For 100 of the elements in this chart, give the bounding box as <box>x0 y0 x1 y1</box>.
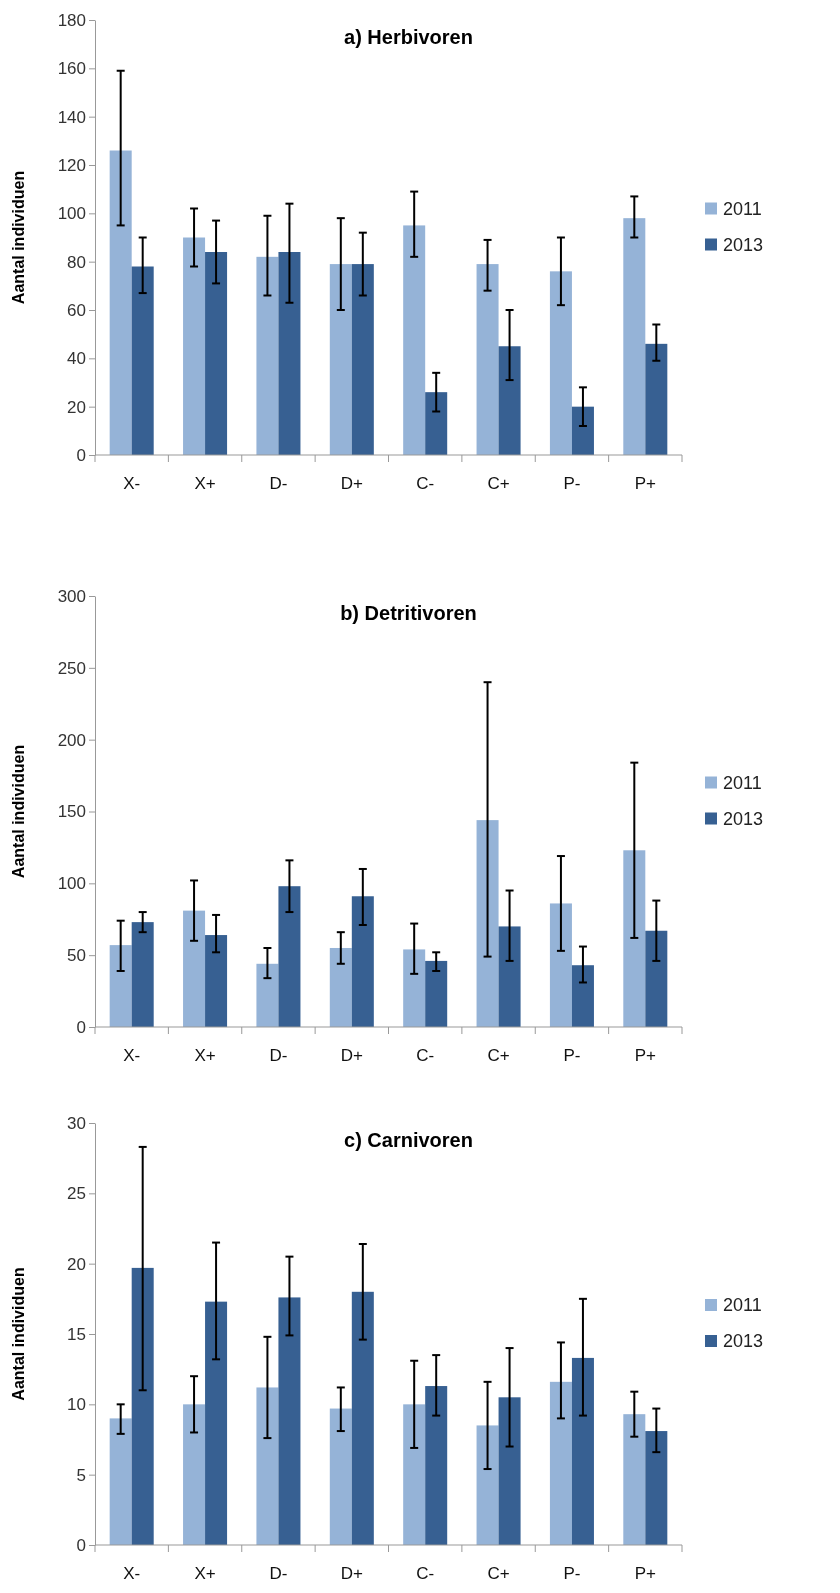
x-tick-label: P- <box>563 474 581 493</box>
y-tick-label: 50 <box>67 946 86 966</box>
x-tick-label: X- <box>123 474 141 493</box>
y-tick-label: 250 <box>57 658 86 678</box>
bar <box>403 949 426 1027</box>
bar <box>623 218 646 455</box>
bar <box>183 1404 206 1545</box>
x-tick-label: P+ <box>634 1564 657 1583</box>
bar <box>476 1425 499 1545</box>
y-tick-label: 80 <box>67 252 86 272</box>
y-tick-label: 140 <box>57 107 86 127</box>
x-tick-label: C- <box>416 474 435 493</box>
bar <box>131 266 154 455</box>
bar <box>131 922 154 1027</box>
y-tick-label: 120 <box>57 155 86 175</box>
bar <box>109 945 132 1027</box>
x-tick-label: X- <box>123 1564 141 1583</box>
y-tick-label: 30 <box>67 1113 86 1133</box>
x-tick-label: D+ <box>340 1564 363 1583</box>
legend-label: 2013 <box>723 234 764 255</box>
bar <box>183 910 206 1027</box>
bar <box>109 1418 132 1545</box>
bar <box>351 264 374 455</box>
y-tick-label: 0 <box>76 445 86 465</box>
bar <box>329 1408 352 1545</box>
x-tick-label: D- <box>269 1046 288 1065</box>
y-tick-label: 100 <box>57 874 86 894</box>
chart-title: b) Detritivoren <box>340 602 477 624</box>
y-tick-label: 20 <box>67 1254 86 1274</box>
x-tick-label: X+ <box>194 1564 216 1583</box>
x-tick-label: P+ <box>634 1046 657 1065</box>
y-tick-label: 25 <box>67 1184 86 1204</box>
y-tick-label: 200 <box>57 730 86 750</box>
y-tick-label: 60 <box>67 300 86 320</box>
x-tick-label: D- <box>269 1564 288 1583</box>
bar <box>205 252 228 455</box>
y-tick-label: 20 <box>67 397 86 417</box>
x-tick-label: X+ <box>194 1046 216 1065</box>
legend-label: 2011 <box>723 772 762 793</box>
legend-label: 2013 <box>723 1331 764 1351</box>
y-tick-label: 0 <box>76 1535 86 1555</box>
bar <box>623 1414 646 1545</box>
x-tick-label: X- <box>123 1046 141 1065</box>
bar <box>278 886 301 1027</box>
x-tick-label: C+ <box>487 474 510 493</box>
bar <box>109 150 132 455</box>
y-tick-label: 15 <box>67 1324 86 1344</box>
bar <box>183 237 206 455</box>
y-axis-title: Aantal individuen <box>10 1267 27 1401</box>
y-tick-label: 40 <box>67 349 86 369</box>
y-axis-title: Aantal individuen <box>10 744 27 879</box>
bar <box>645 1431 668 1545</box>
bar <box>351 896 374 1027</box>
y-tick-label: 5 <box>76 1465 86 1485</box>
bar <box>425 960 448 1027</box>
bar <box>425 1386 448 1545</box>
bar <box>278 1297 301 1545</box>
y-tick-label: 180 <box>57 10 86 30</box>
chart-title: a) Herbivoren <box>344 26 473 48</box>
legend-label: 2013 <box>723 808 764 829</box>
y-tick-label: 0 <box>76 1017 86 1037</box>
bar <box>403 225 426 455</box>
x-tick-label: P+ <box>634 474 657 493</box>
bar <box>549 903 572 1027</box>
y-tick-label: 300 <box>57 586 86 606</box>
legend-label: 2011 <box>723 1295 762 1315</box>
x-tick-label: D+ <box>340 474 363 493</box>
bar <box>329 264 352 455</box>
y-axis-title: Aantal individuen <box>10 170 27 305</box>
x-tick-label: C- <box>416 1046 435 1065</box>
bar <box>623 850 646 1027</box>
x-tick-label: C+ <box>487 1046 510 1065</box>
y-tick-label: 10 <box>67 1395 86 1415</box>
bar <box>571 965 594 1027</box>
bar <box>549 1381 572 1545</box>
bar <box>498 926 521 1027</box>
bar <box>645 930 668 1027</box>
x-tick-label: P- <box>563 1046 581 1065</box>
bar <box>498 346 521 455</box>
x-tick-label: X+ <box>194 474 216 493</box>
bar <box>256 256 279 455</box>
bar <box>476 264 499 455</box>
bar <box>205 1301 228 1545</box>
bar <box>549 271 572 455</box>
x-tick-label: P- <box>563 1564 581 1583</box>
bar <box>351 1291 374 1545</box>
legend-label: 2011 <box>723 198 762 219</box>
bar <box>645 343 668 455</box>
bar <box>256 1387 279 1545</box>
bar <box>205 935 228 1027</box>
x-tick-label: C+ <box>487 1564 510 1583</box>
bar <box>278 252 301 455</box>
chart-title: c) Carnivoren <box>344 1129 473 1151</box>
x-tick-label: D- <box>269 474 288 493</box>
bar <box>256 963 279 1027</box>
x-tick-label: C- <box>416 1564 435 1583</box>
bar <box>403 1404 426 1545</box>
bar <box>329 947 352 1027</box>
bar <box>425 392 448 455</box>
y-tick-label: 150 <box>57 802 86 822</box>
